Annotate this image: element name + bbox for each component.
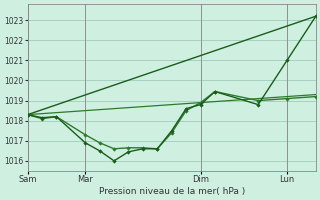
X-axis label: Pression niveau de la mer( hPa ): Pression niveau de la mer( hPa ) [99, 187, 245, 196]
